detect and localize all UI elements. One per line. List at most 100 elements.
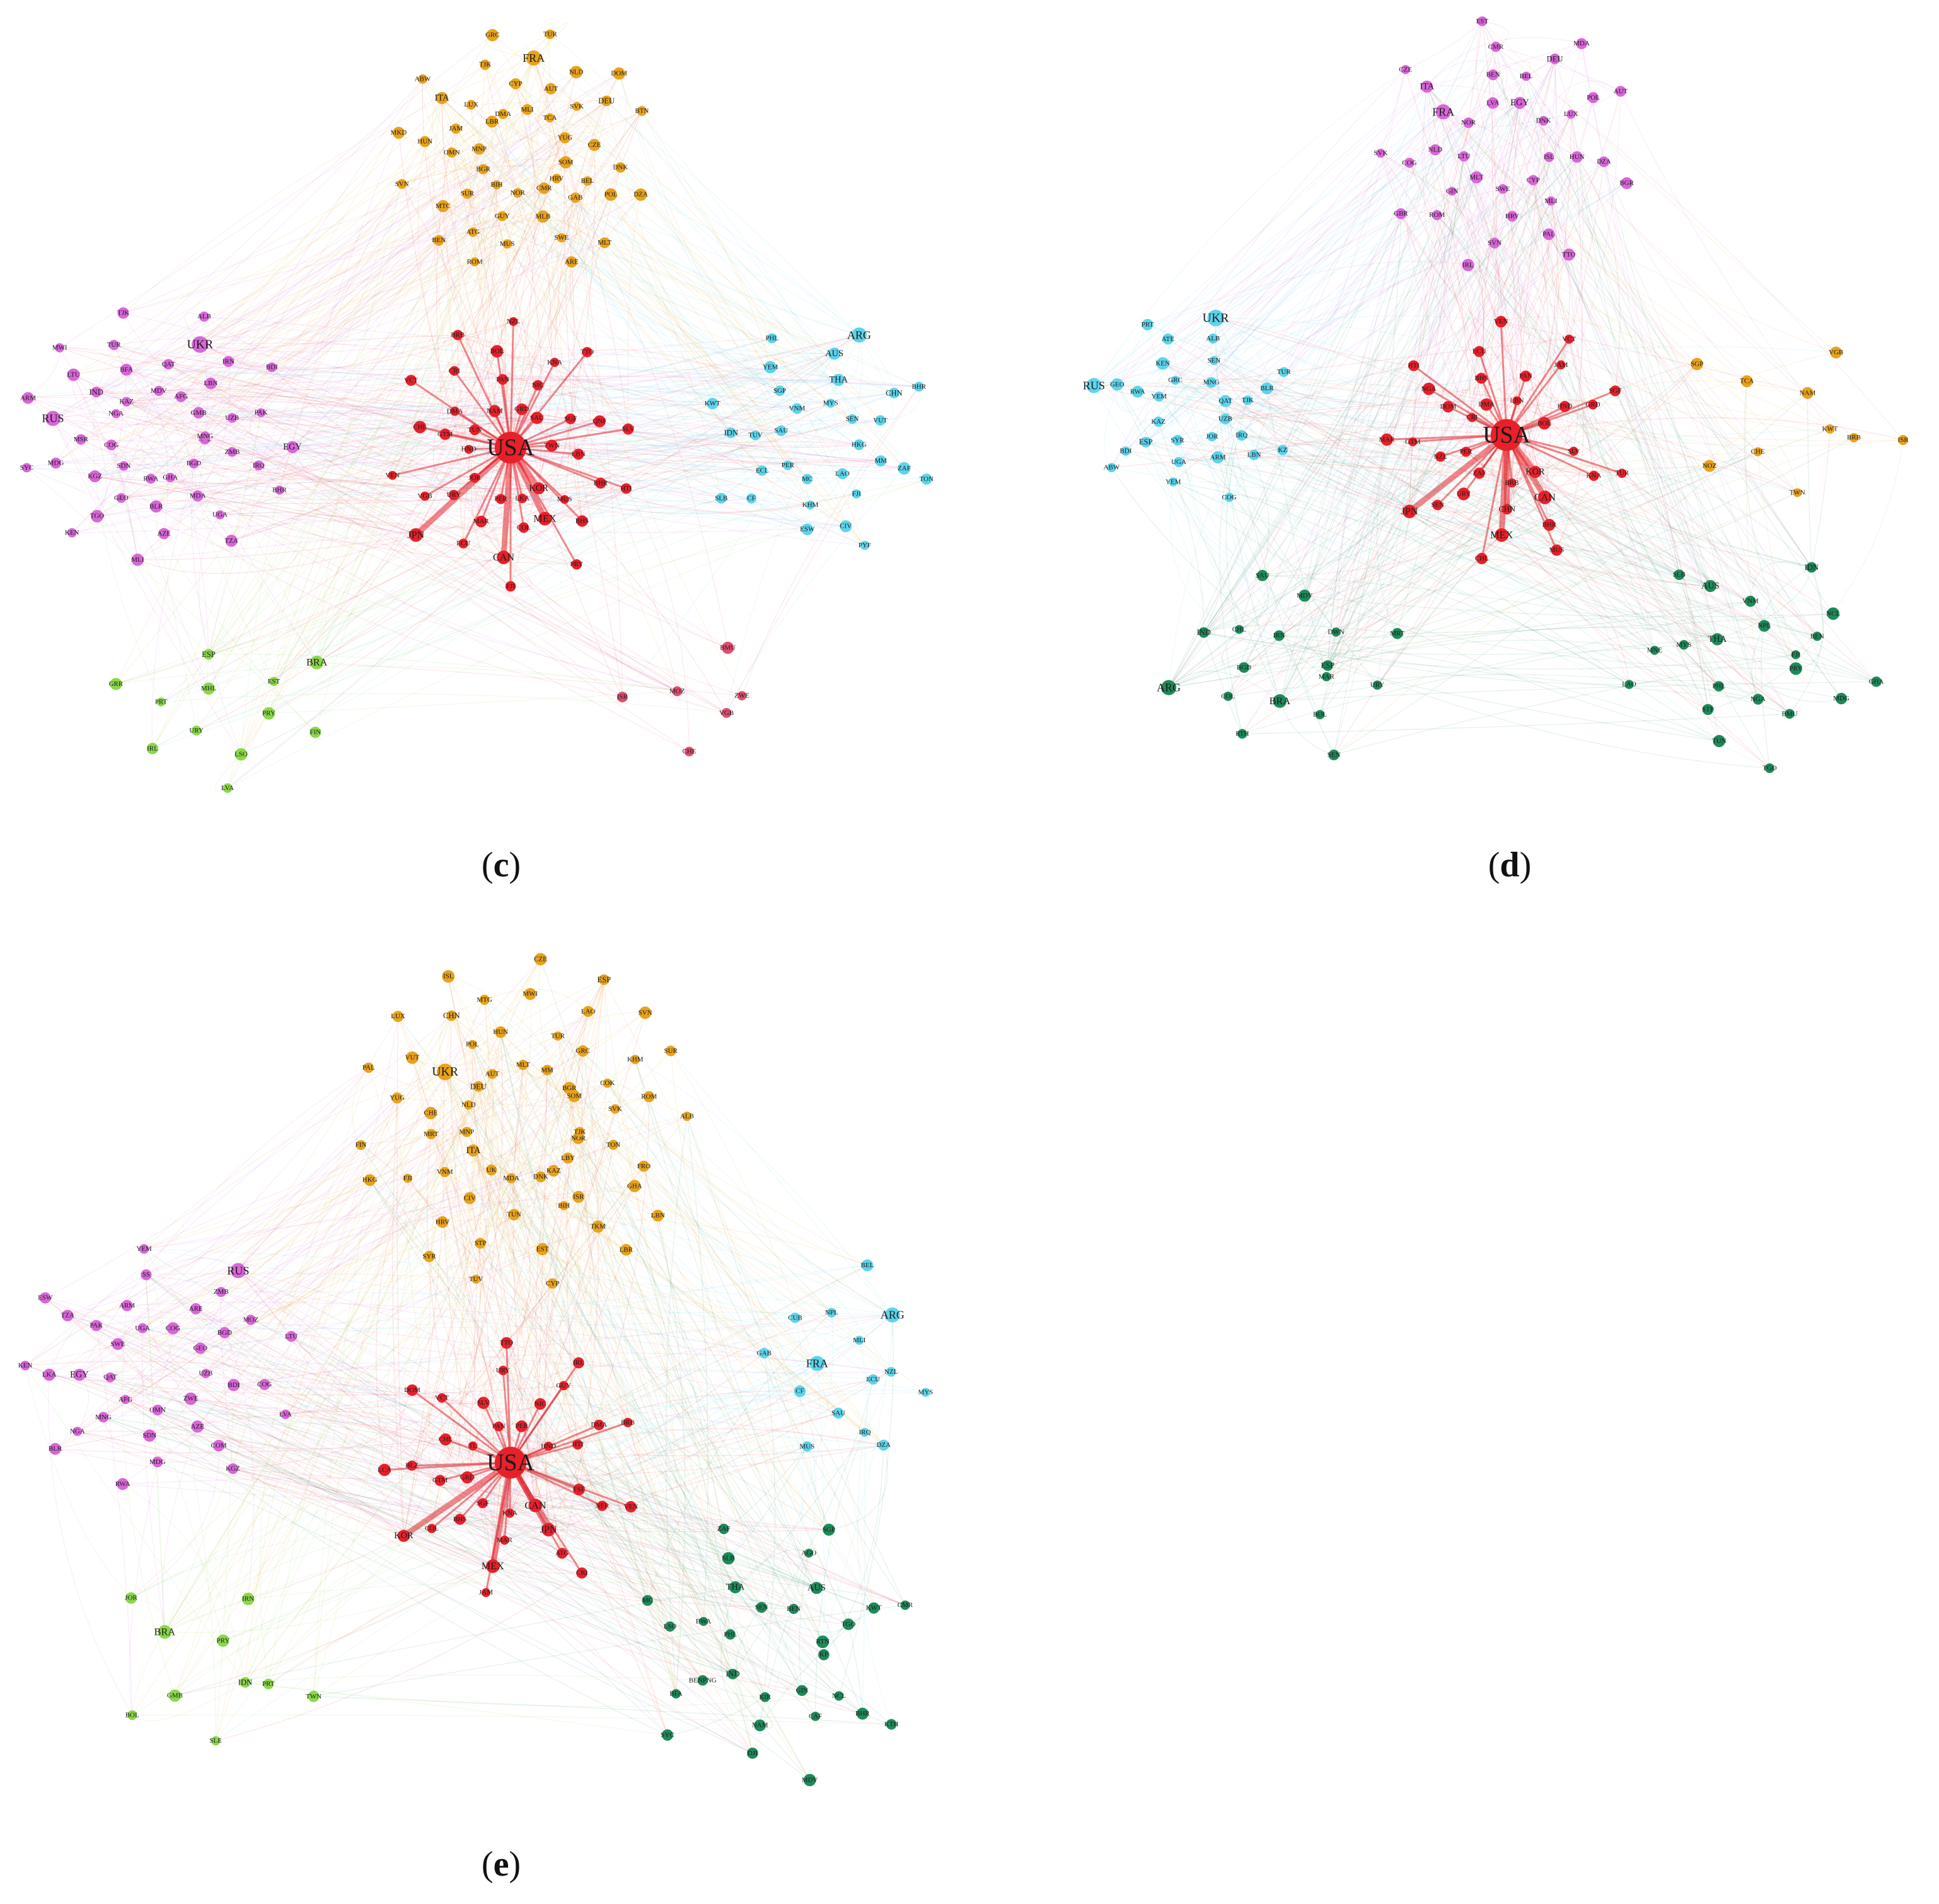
node-label: SGF (564, 415, 577, 422)
network-edge (200, 334, 458, 352)
network-edge (1279, 321, 1502, 702)
node-label: MUS (557, 496, 572, 503)
network-edge (1326, 404, 1594, 677)
node-aze: AZE (191, 1420, 204, 1433)
node-label: LTU (1457, 153, 1470, 160)
network-edge (1239, 575, 1269, 630)
node-mlt: MLT (1469, 171, 1484, 183)
network-edge (1397, 613, 1834, 634)
node-pry: PRY (570, 559, 583, 570)
node-label: BLZ (405, 1462, 419, 1470)
node-mkd: MKD (391, 127, 407, 139)
network-edge (510, 167, 621, 587)
network-edge (126, 369, 623, 698)
node-label: OMN (444, 149, 460, 156)
node-label: YEM (763, 364, 778, 371)
hub-edge (1506, 434, 1595, 477)
network-edge (292, 262, 475, 448)
network-edge (641, 110, 927, 480)
network-edge (48, 1374, 133, 1715)
network-edge (1427, 86, 1473, 418)
node-label: VNM (789, 405, 806, 412)
network-edge (444, 1072, 495, 1567)
network-edge (535, 1352, 765, 1506)
node-guy: GUY (556, 1381, 571, 1391)
node-label: DOM (404, 1386, 420, 1394)
network-edge (28, 397, 727, 714)
node-bol: BOL (1313, 710, 1327, 719)
node-label: TGO (90, 513, 105, 520)
network-edge (1452, 190, 1877, 682)
node-ben: BEN (1486, 69, 1500, 81)
network-edge (1427, 86, 1480, 473)
node-label: SEN (1328, 751, 1341, 758)
node-est: EST (1476, 16, 1488, 26)
network-edge (73, 374, 504, 558)
network-edge (250, 999, 485, 1320)
network-edge (628, 392, 894, 430)
node-idn: IDN (724, 427, 738, 438)
network-edge (72, 374, 107, 517)
network-edge (625, 488, 690, 752)
network-edge (55, 180, 588, 464)
network-edge (538, 468, 763, 489)
network-edge (1282, 450, 1441, 464)
network-edge (144, 1196, 579, 1250)
node-label: SLB (722, 1555, 734, 1562)
node-label: MTG (477, 996, 492, 1004)
network-edge (194, 463, 539, 489)
network-edge (170, 477, 678, 692)
network-edge (587, 180, 773, 339)
network-edge (1550, 200, 1655, 651)
network-edge (196, 262, 475, 731)
network-edge (1168, 451, 1758, 688)
network-edge (548, 1446, 671, 1627)
node-cog: COG (1402, 158, 1417, 168)
network-edge (468, 334, 860, 450)
network-edge (156, 240, 439, 507)
node-label: MDG (149, 1458, 166, 1466)
network-edge (502, 113, 797, 409)
network-edge (1327, 511, 1410, 666)
node-kz: KZ (1277, 444, 1288, 456)
node-label: YUG (557, 134, 572, 141)
network-edge (478, 1086, 794, 1610)
node-slv: SLV (1568, 446, 1580, 456)
network-edge (581, 1051, 628, 1423)
network-edge (1413, 113, 1571, 366)
network-edge (1145, 441, 1877, 682)
network-edge (1168, 339, 1570, 688)
network-edge (204, 316, 582, 522)
network-edge (512, 1064, 536, 1506)
network-edge (95, 446, 293, 477)
network-edge (227, 479, 927, 789)
node-vct: VCT (435, 1393, 449, 1403)
network-edge (49, 1374, 564, 1396)
node-label: SYR (422, 1253, 436, 1260)
network-edge (1094, 183, 1627, 386)
network-edge (25, 1131, 467, 1366)
network-edge (1266, 388, 1327, 677)
network-edge (1158, 421, 1280, 636)
network-edge (1463, 493, 1812, 568)
network-edge (599, 352, 835, 422)
node-label: SDN (142, 1432, 156, 1439)
network-edge (605, 242, 773, 339)
network-edge (731, 419, 853, 434)
network-edge (269, 392, 894, 714)
node-ukr: UKR (432, 1064, 459, 1081)
network-edge (1336, 511, 1410, 633)
network-edge (1175, 156, 1549, 381)
network-edge (248, 1050, 671, 1599)
network-edge (448, 976, 553, 1284)
network-edge (157, 1409, 603, 1507)
network-edge (550, 33, 860, 445)
node-label: AUS (825, 349, 843, 359)
network-edge (260, 73, 620, 414)
network-edge (1502, 189, 1594, 405)
network-edge (448, 976, 598, 1228)
network-edge (1412, 441, 1812, 568)
node-ken: KEN (65, 528, 79, 538)
node-label: VGB (417, 492, 432, 500)
network-edge (1253, 46, 1496, 455)
